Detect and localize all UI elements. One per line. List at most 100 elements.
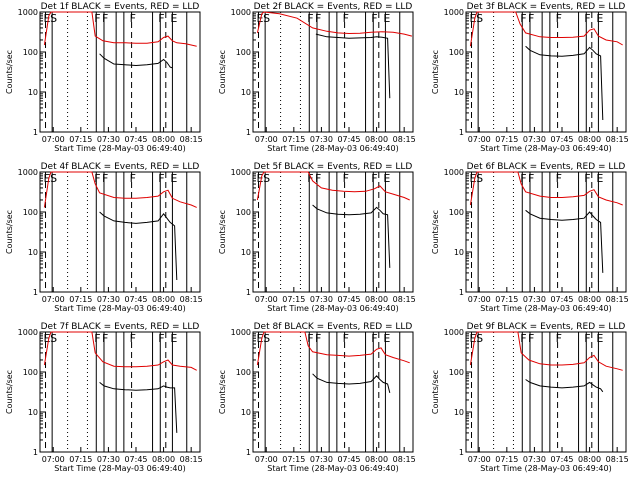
x-axis-label: Start Time (28-May-03 06:49:40) bbox=[54, 304, 185, 313]
event-marker-label: S bbox=[50, 12, 57, 25]
detector-panel: Det 6f BLACK = Events, RED = LLD 1 10 100 10… bbox=[431, 162, 629, 313]
lld-series-line bbox=[256, 171, 410, 201]
event-marker-label: F bbox=[371, 12, 377, 25]
x-tick-label: 07:30 bbox=[523, 455, 546, 464]
lld-series-line bbox=[43, 11, 197, 47]
event-marker-label: E bbox=[383, 12, 390, 25]
event-marker-label: F bbox=[94, 172, 100, 185]
event-marker-label: E bbox=[383, 172, 390, 185]
event-marker-label: F bbox=[102, 12, 108, 25]
events-series-line bbox=[312, 373, 391, 394]
x-tick-label: 07:00 bbox=[468, 455, 491, 464]
panel-title: Det 3f BLACK = Events, RED = LLD bbox=[467, 2, 626, 12]
event-marker-label: F bbox=[307, 12, 313, 25]
panel-title: Det 7f BLACK = Events, RED = LLD bbox=[41, 322, 200, 332]
x-tick-label: 07:15 bbox=[282, 135, 305, 144]
event-marker-label: F bbox=[102, 332, 108, 345]
event-marker-label: F bbox=[556, 12, 562, 25]
event-marker-label: E bbox=[470, 332, 477, 345]
event-marker-label: F bbox=[158, 332, 164, 345]
x-tick-label: 08:15 bbox=[606, 455, 629, 464]
lld-series-line bbox=[256, 331, 410, 366]
event-marker-label: F bbox=[315, 172, 321, 185]
event-marker-label: S bbox=[476, 172, 483, 185]
event-marker-label: F bbox=[556, 172, 562, 185]
x-tick-label: 07:45 bbox=[550, 295, 573, 304]
event-marker-label: F bbox=[528, 172, 534, 185]
lld-series-line bbox=[469, 171, 623, 206]
events-series-line bbox=[312, 204, 391, 268]
detector-panel: Det 8f BLACK = Events, RED = LLD 1 10 100 10… bbox=[218, 322, 416, 473]
x-tick-label: 08:15 bbox=[180, 295, 203, 304]
event-marker-label: E bbox=[170, 332, 177, 345]
y-tick-label: 1000 bbox=[231, 168, 251, 177]
y-tick-label: 1000 bbox=[18, 8, 38, 17]
event-marker-label: E bbox=[596, 172, 603, 185]
x-tick-label: 08:00 bbox=[578, 135, 601, 144]
lld-series-line bbox=[256, 11, 413, 37]
event-marker-label: E bbox=[257, 332, 264, 345]
detector-panel: Det 9f BLACK = Events, RED = LLD 1 10 100 10… bbox=[431, 322, 629, 473]
event-marker-label: F bbox=[556, 332, 562, 345]
events-series-line bbox=[99, 211, 178, 281]
x-tick-label: 08:15 bbox=[180, 135, 203, 144]
x-axis-label: Start Time (28-May-03 06:49:40) bbox=[267, 144, 398, 153]
x-tick-label: 07:45 bbox=[550, 455, 573, 464]
x-tick-label: 08:15 bbox=[606, 295, 629, 304]
panel-title: Det 8f BLACK = Events, RED = LLD bbox=[254, 322, 413, 332]
y-tick-label: 100 bbox=[23, 48, 38, 57]
x-tick-label: 07:00 bbox=[468, 135, 491, 144]
y-axis-label: Counts/sec bbox=[431, 210, 440, 254]
x-tick-label: 07:30 bbox=[97, 295, 120, 304]
plot-frame bbox=[465, 11, 627, 133]
events-series-line bbox=[99, 53, 173, 69]
x-tick-label: 08:15 bbox=[393, 455, 416, 464]
events-series-line bbox=[525, 209, 604, 273]
x-tick-label: 08:00 bbox=[365, 455, 388, 464]
x-tick-label: 07:15 bbox=[69, 135, 92, 144]
lld-series-line bbox=[43, 331, 197, 371]
detector-panel: Det 1f BLACK = Events, RED = LLD 1 10 100 10… bbox=[5, 2, 203, 153]
x-tick-label: 07:00 bbox=[468, 295, 491, 304]
y-tick-label: 1 bbox=[33, 128, 38, 137]
event-marker-label: E bbox=[44, 172, 51, 185]
y-tick-label: 1 bbox=[459, 128, 464, 137]
event-marker-label: F bbox=[371, 332, 377, 345]
x-tick-label: 07:15 bbox=[282, 455, 305, 464]
x-tick-label: 07:15 bbox=[69, 295, 92, 304]
x-tick-label: 08:15 bbox=[393, 135, 416, 144]
y-axis-label: Counts/sec bbox=[218, 50, 227, 94]
event-marker-label: F bbox=[371, 172, 377, 185]
event-marker-label: F bbox=[130, 332, 136, 345]
x-tick-label: 07:45 bbox=[337, 135, 360, 144]
x-tick-label: 07:30 bbox=[523, 135, 546, 144]
x-tick-label: 07:15 bbox=[495, 455, 518, 464]
x-tick-label: 07:00 bbox=[42, 135, 65, 144]
detector-panel: Det 5f BLACK = Events, RED = LLD 1 10 100 10… bbox=[218, 162, 416, 313]
y-tick-label: 100 bbox=[449, 48, 464, 57]
x-tick-label: 08:00 bbox=[578, 455, 601, 464]
event-marker-label: E bbox=[170, 172, 177, 185]
y-tick-label: 10 bbox=[28, 248, 38, 257]
y-tick-label: 100 bbox=[236, 208, 251, 217]
x-tick-label: 07:30 bbox=[97, 135, 120, 144]
panel-title: Det 2f BLACK = Events, RED = LLD bbox=[254, 2, 413, 12]
x-axis-label: Start Time (28-May-03 06:49:40) bbox=[267, 464, 398, 473]
y-tick-label: 10 bbox=[28, 408, 38, 417]
x-tick-label: 07:45 bbox=[337, 295, 360, 304]
event-marker-label: F bbox=[520, 172, 526, 185]
event-marker-label: F bbox=[584, 172, 590, 185]
event-marker-label: F bbox=[130, 12, 136, 25]
panel-title: Det 5f BLACK = Events, RED = LLD bbox=[254, 162, 413, 172]
x-tick-label: 07:30 bbox=[310, 455, 333, 464]
event-marker-label: S bbox=[476, 12, 483, 25]
x-tick-label: 07:00 bbox=[42, 295, 65, 304]
y-axis-label: Counts/sec bbox=[5, 50, 14, 94]
event-marker-label: E bbox=[170, 12, 177, 25]
y-tick-label: 1 bbox=[33, 288, 38, 297]
y-tick-label: 100 bbox=[236, 48, 251, 57]
event-marker-label: F bbox=[343, 12, 349, 25]
events-series-line bbox=[315, 33, 391, 99]
y-tick-label: 1 bbox=[246, 128, 251, 137]
y-tick-label: 100 bbox=[449, 368, 464, 377]
